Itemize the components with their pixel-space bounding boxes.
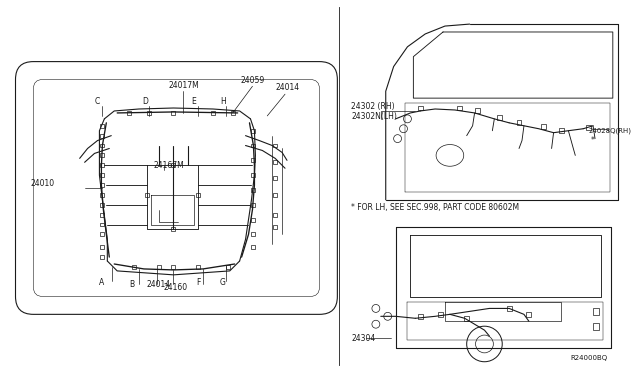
Bar	[226, 265, 230, 269]
Text: 24014: 24014	[275, 83, 300, 92]
Bar	[527, 312, 531, 317]
Bar	[593, 323, 600, 330]
Bar	[100, 173, 104, 177]
Bar	[273, 176, 277, 180]
Text: A: A	[99, 278, 105, 287]
Bar	[100, 232, 104, 236]
Bar	[100, 245, 104, 249]
Bar	[438, 312, 442, 317]
Bar	[147, 111, 151, 115]
Bar	[172, 227, 175, 231]
Bar	[252, 218, 255, 222]
Bar	[273, 144, 277, 147]
Bar	[273, 193, 277, 197]
Bar	[127, 111, 131, 115]
Text: H: H	[220, 97, 226, 106]
Text: 24302 (RH): 24302 (RH)	[351, 102, 395, 111]
Bar	[132, 265, 136, 269]
Bar	[252, 245, 255, 249]
Bar	[157, 265, 161, 269]
Text: B: B	[129, 280, 134, 289]
Bar	[593, 308, 600, 315]
Bar	[252, 232, 255, 236]
Text: E: E	[191, 97, 196, 106]
Bar	[252, 129, 255, 133]
Bar	[586, 125, 591, 130]
Text: R24000BQ: R24000BQ	[571, 355, 608, 361]
Bar	[252, 173, 255, 177]
Bar	[252, 203, 255, 207]
Bar	[100, 134, 104, 138]
Bar	[464, 316, 469, 321]
Text: *: *	[591, 135, 595, 145]
Bar	[497, 115, 502, 121]
Bar	[516, 121, 522, 125]
Text: 24059: 24059	[241, 76, 265, 85]
Bar	[196, 265, 200, 269]
Bar	[559, 128, 564, 133]
Bar	[211, 111, 215, 115]
Bar	[458, 106, 462, 110]
Bar	[100, 124, 104, 128]
Bar	[252, 144, 255, 147]
Text: 24160: 24160	[164, 283, 188, 292]
Bar	[100, 203, 104, 207]
Bar	[100, 183, 104, 187]
Text: 24010: 24010	[30, 179, 54, 188]
Text: 24167M: 24167M	[154, 161, 184, 170]
Text: C: C	[95, 97, 100, 106]
Bar	[100, 163, 104, 167]
Bar	[252, 188, 255, 192]
Text: * FOR LH, SEE SEC.998, PART CODE 80602M: * FOR LH, SEE SEC.998, PART CODE 80602M	[351, 203, 519, 212]
Text: F: F	[196, 278, 200, 287]
Bar	[231, 111, 235, 115]
Bar	[172, 111, 175, 115]
Bar	[100, 153, 104, 157]
Text: 24017M: 24017M	[168, 81, 199, 90]
Text: 24302N(LH): 24302N(LH)	[351, 112, 397, 121]
Bar	[418, 314, 423, 319]
Text: D: D	[142, 97, 148, 106]
Bar	[252, 158, 255, 162]
Bar	[541, 124, 546, 129]
Bar	[100, 193, 104, 197]
Bar	[273, 213, 277, 217]
Text: G: G	[220, 278, 226, 287]
Bar	[100, 213, 104, 217]
Bar	[507, 306, 511, 311]
Bar	[145, 193, 148, 197]
Bar	[100, 222, 104, 227]
Bar	[100, 144, 104, 147]
Text: 24028Q(RH): 24028Q(RH)	[588, 128, 631, 134]
Text: 24014: 24014	[147, 280, 171, 289]
Bar	[100, 255, 104, 259]
Bar	[196, 193, 200, 197]
Bar	[418, 106, 423, 110]
Bar	[172, 163, 175, 167]
Bar	[273, 160, 277, 164]
Bar	[273, 225, 277, 230]
Text: 24304: 24304	[351, 334, 376, 343]
Bar	[172, 265, 175, 269]
Bar	[475, 109, 480, 113]
